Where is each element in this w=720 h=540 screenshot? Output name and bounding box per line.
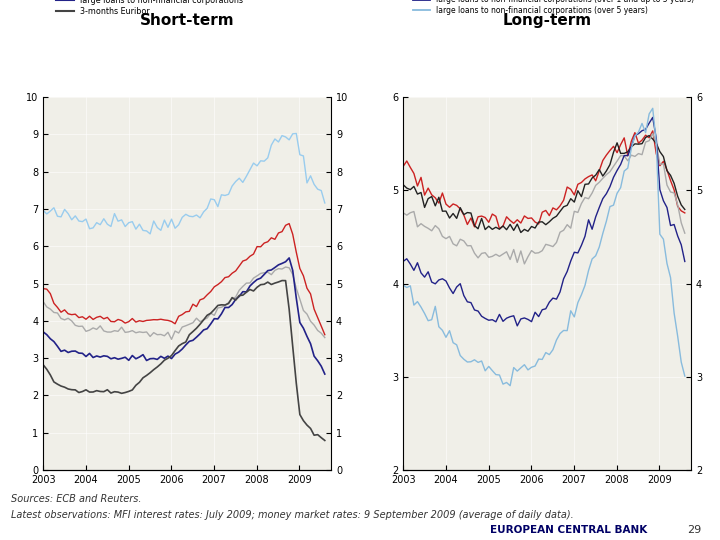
Title: Long-term: Long-term	[503, 13, 592, 28]
Text: 29: 29	[688, 525, 702, 535]
Text: Sources: ECB and Reuters.: Sources: ECB and Reuters.	[11, 494, 141, 504]
Text: Latest observations: MFI interest rates: July 2009; money market rates: 9 Septem: Latest observations: MFI interest rates:…	[11, 510, 574, 521]
Title: Short-term: Short-term	[140, 13, 235, 28]
Legend: loans for house purchase (over 5 and up to 10 years), loans for house purchase (: loans for house purchase (over 5 and up …	[410, 0, 697, 18]
Text: Annual percentage points: Annual percentage points	[7, 66, 159, 79]
Text: EUROPEAN CENTRAL BANK: EUROPEAN CENTRAL BANK	[490, 525, 647, 535]
Text: MFI interest rates: MFI interest rates	[7, 18, 246, 42]
Legend: consumer credit, loans for house purchase, small loans to non-financial corporat: consumer credit, loans for house purchas…	[53, 0, 248, 19]
